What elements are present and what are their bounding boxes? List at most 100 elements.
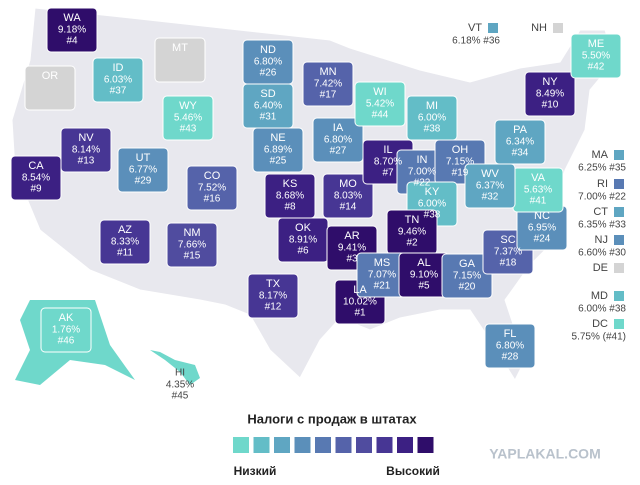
state-rate: 6.40% <box>254 101 282 112</box>
state-region <box>247 273 299 319</box>
hawaii-shape <box>150 350 200 385</box>
state-rate: 6.34% <box>506 137 534 148</box>
state-rank: #17 <box>320 90 337 101</box>
state-abbr: CA <box>28 160 44 172</box>
state-rank: #31 <box>260 112 277 123</box>
legend-swatch <box>397 437 413 453</box>
state-rank: #45 <box>172 391 189 402</box>
state-rate: 9.10% <box>410 270 438 281</box>
state-rank: #29 <box>135 176 152 187</box>
state-rate: 10.02% <box>343 297 377 308</box>
state-rate: 4.35% <box>166 380 194 391</box>
state-region <box>312 117 364 163</box>
side-state-abbr: VT <box>468 22 482 34</box>
state-abbr: OK <box>295 222 312 234</box>
state-rate: 1.76% <box>52 325 80 336</box>
state-region <box>524 71 576 117</box>
legend-swatch <box>294 437 311 453</box>
state-rate: 7.66% <box>178 240 206 251</box>
state-rate: 8.70% <box>374 157 402 168</box>
side-state-abbr: MD <box>591 290 608 302</box>
legend-swatch <box>233 437 249 453</box>
state-abbr: VA <box>531 172 546 184</box>
state-abbr: NM <box>183 227 200 239</box>
legend-swatch <box>274 437 290 453</box>
state-abbr: IN <box>417 154 428 166</box>
state-abbr: AR <box>344 230 359 242</box>
state-abbr: IL <box>383 144 392 156</box>
state-rank: #18 <box>500 258 517 269</box>
side-state-swatch <box>614 235 624 245</box>
state-rate: 7.42% <box>314 79 342 90</box>
state-rank: #14 <box>340 202 357 213</box>
state-abbr: MS <box>374 257 391 269</box>
state-rank: #19 <box>452 168 469 179</box>
state-abbr: IA <box>333 122 344 134</box>
state-rate: 6.03% <box>104 75 132 86</box>
legend-swatch <box>315 437 331 453</box>
state-rate: 5.42% <box>366 99 394 110</box>
state-region <box>302 61 354 107</box>
state-rank: #6 <box>297 246 309 257</box>
state-region <box>354 81 406 127</box>
side-state-value: 6.60% #30 <box>578 248 626 259</box>
state-abbr: FL <box>504 328 517 340</box>
state-abbr: MN <box>319 66 336 78</box>
state-region <box>252 127 304 173</box>
state-region <box>117 147 169 193</box>
state-rate: 8.14% <box>72 145 100 156</box>
side-state-abbr: CT <box>593 206 608 218</box>
state-rank: #34 <box>512 148 529 159</box>
side-state-abbr: RI <box>597 178 608 190</box>
state-rank: #9 <box>30 184 42 195</box>
state-abbr: ID <box>113 62 124 74</box>
state-rate: 8.49% <box>536 89 564 100</box>
state-rate: 6.00% <box>418 199 446 210</box>
state-rank: #5 <box>418 281 430 292</box>
side-state-abbr: NH <box>531 22 547 34</box>
state-rank: #13 <box>78 156 95 167</box>
legend-swatch <box>376 437 393 453</box>
state-region <box>10 155 62 201</box>
side-state-value: 6.00% #38 <box>578 304 626 315</box>
legend-swatch <box>417 437 434 453</box>
state-region <box>60 127 112 173</box>
state-rank: #38 <box>424 124 441 135</box>
state-abbr: ND <box>260 44 276 56</box>
side-state-swatch <box>614 319 624 329</box>
state-rank: #7 <box>382 168 394 179</box>
state-region <box>406 95 458 141</box>
state-abbr: NC <box>534 210 550 222</box>
state-rate: 6.80% <box>496 341 524 352</box>
state-rate: 7.07% <box>368 270 396 281</box>
state-region <box>441 253 493 299</box>
state-rank: #25 <box>270 156 287 167</box>
state-abbr: WI <box>373 86 386 98</box>
state-abbr: AL <box>417 257 430 269</box>
state-rate: 6.77% <box>129 165 157 176</box>
state-abbr: WV <box>481 168 499 180</box>
state-rate: 7.52% <box>198 183 226 194</box>
side-state-abbr: MA <box>592 149 609 161</box>
side-state-swatch <box>553 23 563 33</box>
state-region <box>322 173 374 219</box>
state-abbr: UT <box>136 152 151 164</box>
state-rank: #3 <box>346 254 358 265</box>
side-state-swatch <box>488 23 498 33</box>
state-rate: 9.18% <box>58 25 86 36</box>
state-rank: #15 <box>184 251 201 262</box>
state-rank: #11 <box>117 248 133 259</box>
state-rate: 9.41% <box>338 243 366 254</box>
state-abbr: AK <box>59 312 74 324</box>
state-region <box>24 65 76 111</box>
state-abbr: NY <box>542 76 558 88</box>
state-abbr: MT <box>172 42 188 54</box>
state-rate: 6.00% <box>418 113 446 124</box>
state-rate: 6.80% <box>254 57 282 68</box>
state-rank: #10 <box>542 100 559 111</box>
state-rank: #2 <box>406 238 418 249</box>
state-rate: 6.37% <box>476 181 504 192</box>
state-rank: #43 <box>180 124 197 135</box>
state-rank: #1 <box>354 308 366 319</box>
